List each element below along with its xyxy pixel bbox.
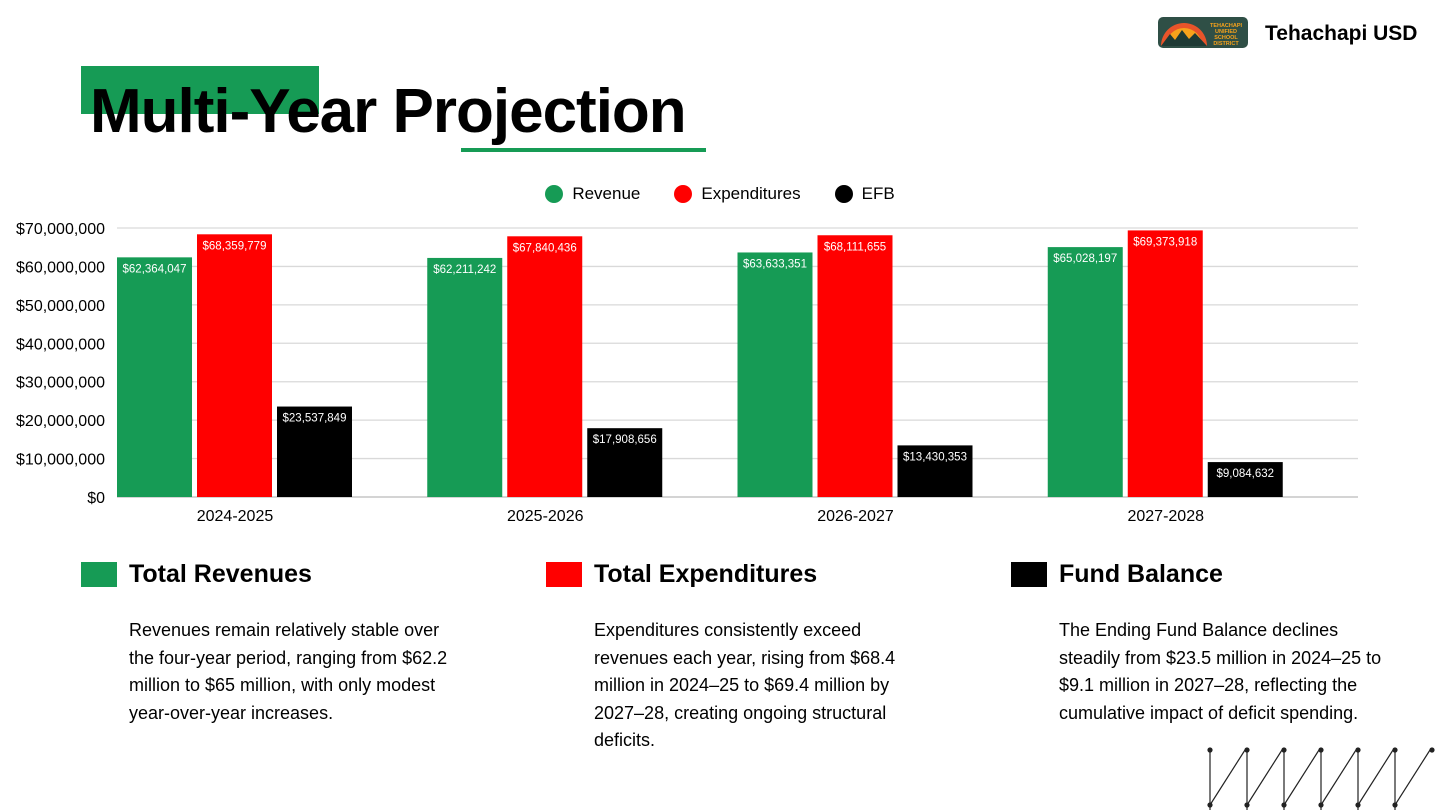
y-tick-label: $10,000,000 — [16, 452, 105, 469]
green-swatch-icon — [81, 562, 117, 587]
x-tick-label: 2027-2028 — [1127, 508, 1204, 525]
legend-dot-icon — [834, 185, 853, 203]
data-label: $69,373,918 — [1133, 236, 1197, 248]
svg-text:DISTRICT: DISTRICT — [1213, 41, 1239, 47]
title-accent-bar — [81, 66, 319, 114]
svg-text:UNIFIED: UNIFIED — [1215, 29, 1237, 35]
bar-revenue — [117, 257, 192, 497]
svg-text:SCHOOL: SCHOOL — [1214, 35, 1238, 41]
section-body: The Ending Fund Balance declines steadil… — [1059, 620, 1382, 723]
data-label: $68,111,655 — [824, 241, 886, 253]
bar-revenue — [427, 257, 503, 497]
section-title: Total Expenditures — [594, 560, 818, 588]
legend-label: EFB — [861, 184, 895, 203]
bar-expenditures — [817, 235, 893, 497]
bar-efb — [897, 445, 973, 497]
bar-expenditures — [1127, 230, 1203, 497]
legend-label: Revenue — [572, 184, 641, 203]
section-title: Fund Balance — [1059, 560, 1223, 588]
chart-legend: Revenue Expenditures EFB — [0, 184, 1440, 204]
legend-item-revenue: Revenue — [545, 184, 640, 204]
y-tick-label: $20,000,000 — [16, 413, 105, 430]
section-title: Total Revenues — [129, 560, 312, 588]
y-tick-label: $70,000,000 — [16, 221, 105, 238]
district-logo: TEHACHAPI UNIFIED SCHOOL DISTRICT — [1158, 17, 1248, 48]
bar-efb — [587, 428, 663, 497]
section-fund-balance: Fund Balance The Ending Fund Balance dec… — [1011, 560, 1401, 727]
bar-efb — [1207, 462, 1283, 497]
red-swatch-icon — [546, 562, 582, 587]
page-title: Multi-Year Projection — [90, 77, 687, 146]
bar-revenue — [1047, 247, 1123, 497]
x-tick-label: 2026-2027 — [817, 508, 894, 525]
section-body: Expenditures consistently exceed revenue… — [594, 620, 896, 750]
decorative-line-pattern — [1207, 747, 1435, 810]
data-label: $23,537,849 — [283, 413, 347, 425]
y-tick-label: $0 — [87, 490, 105, 507]
x-tick-label: 2025-2026 — [507, 508, 584, 525]
data-label: $62,211,242 — [433, 264, 496, 276]
data-label: $62,364,047 — [123, 263, 187, 275]
data-label: $17,908,656 — [593, 434, 657, 446]
x-tick-label: 2024-2025 — [197, 508, 274, 525]
title-underline — [461, 148, 706, 152]
legend-item-efb: EFB — [834, 184, 895, 204]
bar-efb — [277, 406, 352, 497]
y-tick-label: $30,000,000 — [16, 375, 105, 392]
bar-expenditures — [197, 234, 272, 497]
legend-dot-icon — [674, 185, 693, 203]
legend-label: Expenditures — [701, 184, 801, 203]
data-label: $65,028,197 — [1053, 253, 1117, 265]
y-tick-label: $40,000,000 — [16, 336, 105, 353]
section-revenues: Total Revenues Revenues remain relativel… — [81, 560, 471, 727]
bar-revenue — [737, 252, 813, 497]
data-label: $9,084,632 — [1216, 468, 1274, 480]
data-label: $68,359,779 — [203, 240, 267, 252]
section-body: Revenues remain relatively stable over t… — [129, 620, 448, 723]
data-label: $63,633,351 — [743, 258, 807, 270]
y-tick-label: $60,000,000 — [16, 259, 105, 276]
data-label: $13,430,353 — [903, 451, 967, 463]
svg-text:TEHACHAPI: TEHACHAPI — [1210, 23, 1243, 29]
y-tick-label: $50,000,000 — [16, 298, 105, 315]
data-label: $67,840,436 — [513, 242, 577, 254]
legend-dot-icon — [545, 185, 564, 203]
bar-expenditures — [507, 236, 583, 497]
brand-name: Tehachapi USD — [1265, 22, 1418, 45]
bar-chart: $0 $10,000,000 $20,000,000 $30,000,000 $40,0… — [16, 221, 1358, 525]
section-expenditures: Total Expenditures Expenditures consiste… — [546, 560, 936, 755]
legend-item-expenditures: Expenditures — [674, 184, 801, 204]
black-swatch-icon — [1011, 562, 1047, 587]
